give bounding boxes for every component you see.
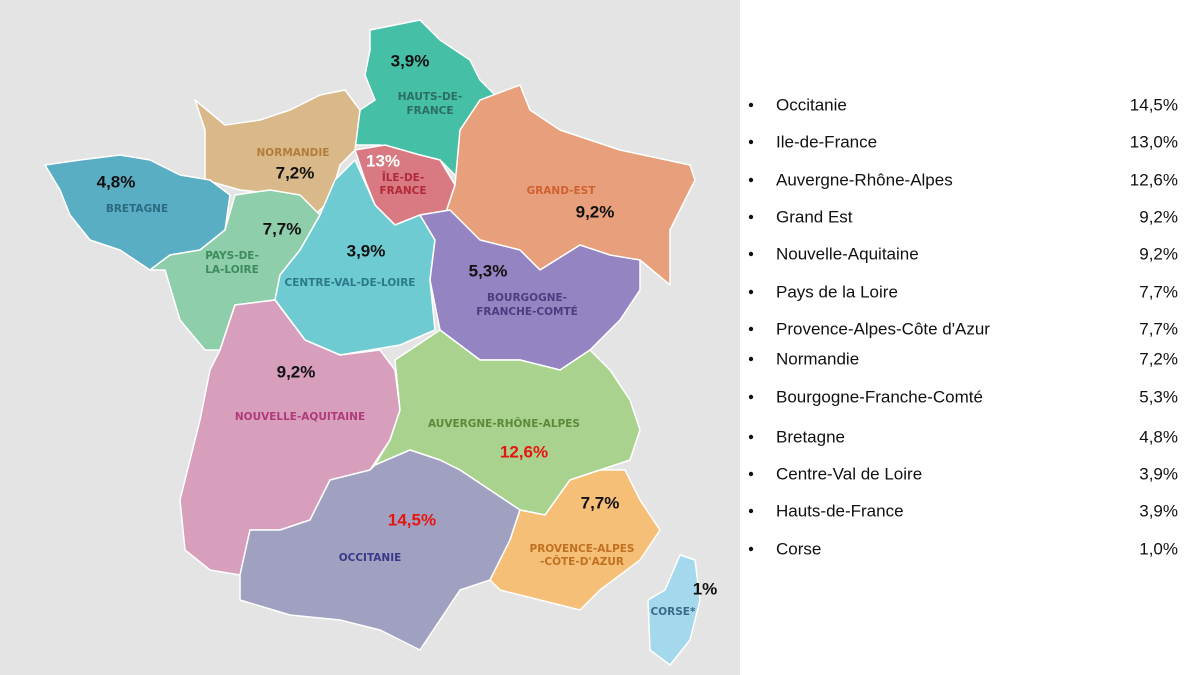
region-label: ÎLE-DE- [382, 171, 424, 184]
list-value: 12,6% [1130, 170, 1178, 189]
bullet [748, 508, 754, 514]
region-value: 4,8% [97, 172, 136, 191]
bullet [748, 394, 754, 400]
region-label: BOURGOGNE- [487, 292, 567, 304]
region-label: NOUVELLE-AQUITAINE [235, 411, 365, 423]
region-value: 5,3% [469, 261, 508, 280]
list-value: 14,5% [1130, 95, 1178, 114]
list-name: Bourgogne-Franche-Comté [776, 387, 983, 406]
region-value: 1% [693, 579, 718, 598]
region-label: NORMANDIE [257, 147, 330, 159]
bullet [748, 546, 754, 552]
list-value: 7,2% [1139, 349, 1178, 368]
list-name: Hauts-de-France [776, 501, 904, 520]
region-label: HAUTS-DE- [398, 91, 462, 103]
list-value: 3,9% [1139, 464, 1178, 483]
list-value: 9,2% [1139, 244, 1178, 263]
list-name: Grand Est [776, 207, 853, 226]
list-name: Provence-Alpes-Côte d'Azur [776, 319, 990, 338]
region-shape [274, 159, 436, 356]
region-label: PAYS-DE- [205, 250, 259, 262]
region-label: PROVENCE-ALPES [530, 543, 635, 555]
bullet [748, 177, 754, 183]
region-value: 7,2% [276, 163, 315, 182]
list-name: Ile-de-France [776, 132, 877, 151]
region-value: 3,9% [347, 241, 386, 260]
region-label: AUVERGNE-RHÔNE-ALPES [428, 417, 580, 430]
list-value: 7,7% [1139, 282, 1178, 301]
region-label: FRANCHE-COMTÉ [476, 305, 578, 318]
region-value: 9,2% [277, 362, 316, 381]
region-label: CENTRE-VAL-DE-LOIRE [285, 277, 416, 289]
list-name: Nouvelle-Aquitaine [776, 244, 919, 263]
list-value: 7,7% [1139, 319, 1178, 338]
list-name: Pays de la Loire [776, 282, 898, 301]
list-value: 9,2% [1139, 207, 1178, 226]
list-value: 1,0% [1139, 539, 1178, 558]
region-value: 3,9% [391, 51, 430, 70]
bullet [748, 326, 754, 332]
region-label: -CÔTE-D'AZUR [540, 555, 624, 568]
bullet [748, 289, 754, 295]
region-label: FRANCE [379, 185, 426, 197]
region-value: 14,5% [388, 510, 436, 529]
list-name: Corse [776, 539, 821, 558]
region-label: CORSE* [651, 606, 696, 618]
list-name: Centre-Val de Loire [776, 464, 922, 483]
list-name: Occitanie [776, 95, 847, 114]
region-value: 7,7% [263, 219, 302, 238]
bullet [748, 434, 754, 440]
list-value: 4,8% [1139, 427, 1178, 446]
bullet [748, 251, 754, 257]
map: 3,9% HAUTS-DE- FRANCE NORMANDIE 7,2% 4,8… [44, 19, 718, 666]
region-label: OCCITANIE [339, 552, 402, 564]
bullet [748, 356, 754, 362]
bullet [748, 214, 754, 220]
region-value: 7,7% [581, 493, 620, 512]
region-label: FRANCE [406, 105, 453, 117]
bullet [748, 102, 754, 108]
ranking-list: Occitanie 14,5% Ile-de-France 13,0% Auvergne… [748, 95, 1178, 558]
region-label: BRETAGNE [106, 203, 168, 215]
list-name: Normandie [776, 349, 859, 368]
list-name: Bretagne [776, 427, 845, 446]
list-value: 5,3% [1139, 387, 1178, 406]
region-value: 9,2% [576, 202, 615, 221]
region-shape [194, 89, 361, 216]
region-value: 12,6% [500, 442, 548, 461]
region-shape [489, 469, 661, 611]
bullet [748, 139, 754, 145]
region-value: 13% [366, 151, 400, 170]
region-label: LA-LOIRE [205, 264, 259, 276]
bullet [748, 471, 754, 477]
list-value: 3,9% [1139, 501, 1178, 520]
list-value: 13,0% [1130, 132, 1178, 151]
region-shape [647, 554, 701, 666]
region-label: GRAND-EST [527, 185, 597, 197]
list-name: Auvergne-Rhône-Alpes [776, 170, 953, 189]
region-shape [419, 209, 641, 371]
